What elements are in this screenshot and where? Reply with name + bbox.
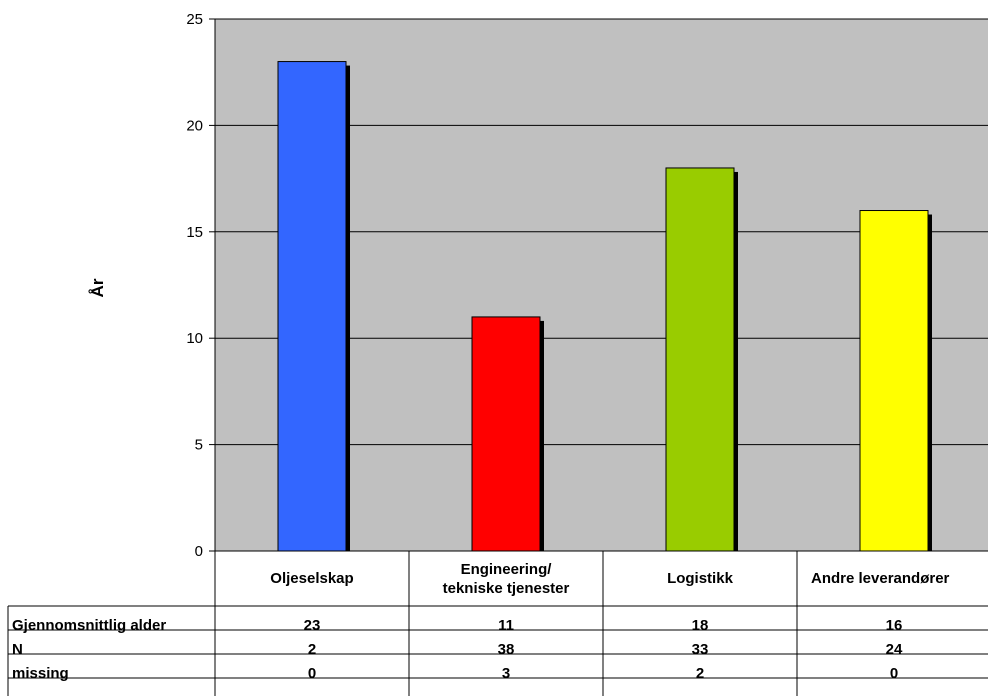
table-cell: 33 — [691, 641, 709, 658]
table-cell: 23 — [303, 617, 321, 634]
table-row-label-avg-age: Gjennomsnittlig alder — [12, 617, 167, 634]
table-cell: 0 — [307, 665, 317, 682]
table-cell: 24 — [885, 641, 903, 658]
table-cell: 11 — [498, 617, 514, 634]
table-row-label-n: N — [12, 641, 23, 658]
category-label-oljeselskap: Oljeselskap — [270, 570, 354, 587]
bar — [471, 316, 541, 552]
y-axis-label: År — [88, 278, 107, 298]
y-tick-label: 0 — [195, 543, 203, 560]
category-label-engineering: Engineering/ tekniske tjenester — [442, 560, 570, 597]
bar — [665, 167, 735, 552]
table-cell: 0 — [889, 665, 899, 682]
y-tick-label: 10 — [186, 330, 203, 347]
category-label-logistikk: Logistikk — [667, 570, 733, 587]
y-tick-label: 5 — [195, 437, 203, 454]
table-cell: 2 — [307, 641, 317, 658]
table-cell: 18 — [691, 617, 709, 634]
y-tick-label: 20 — [186, 117, 203, 134]
category-label-andre: Andre leverandører — [811, 570, 950, 587]
bar — [859, 210, 929, 552]
table-cell: 2 — [695, 665, 705, 682]
bar — [277, 61, 347, 552]
table-cell: 38 — [497, 641, 515, 658]
y-tick-label: 25 — [186, 11, 203, 28]
table-cell: 3 — [501, 665, 511, 682]
y-tick-label: 15 — [186, 224, 203, 241]
table-row-label-missing: missing — [12, 665, 69, 682]
table-cell: 16 — [885, 617, 903, 634]
